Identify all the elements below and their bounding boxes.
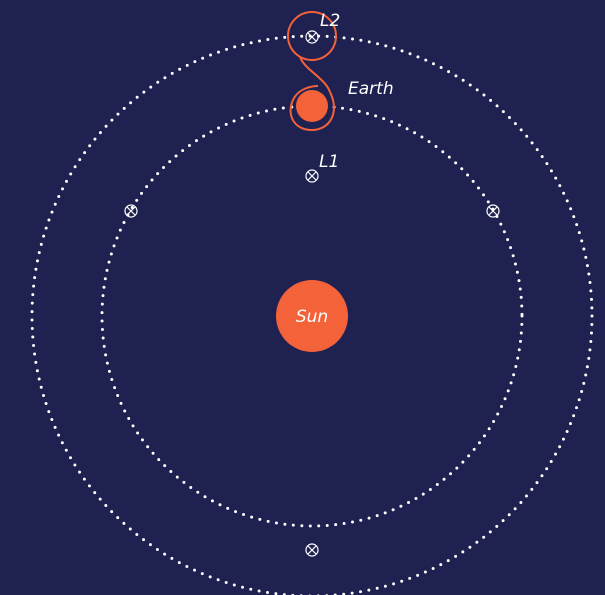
page: Sun Earth L1 L2 (() => { const data = JS… [0,0,605,595]
l1-label: L1 [319,152,339,172]
earth [296,90,328,122]
sun-label: Sun [296,307,328,327]
lagrange-diagram: Sun Earth L1 L2 [0,0,605,595]
earth-label: Earth [348,79,394,99]
l2-label: L2 [320,11,340,31]
